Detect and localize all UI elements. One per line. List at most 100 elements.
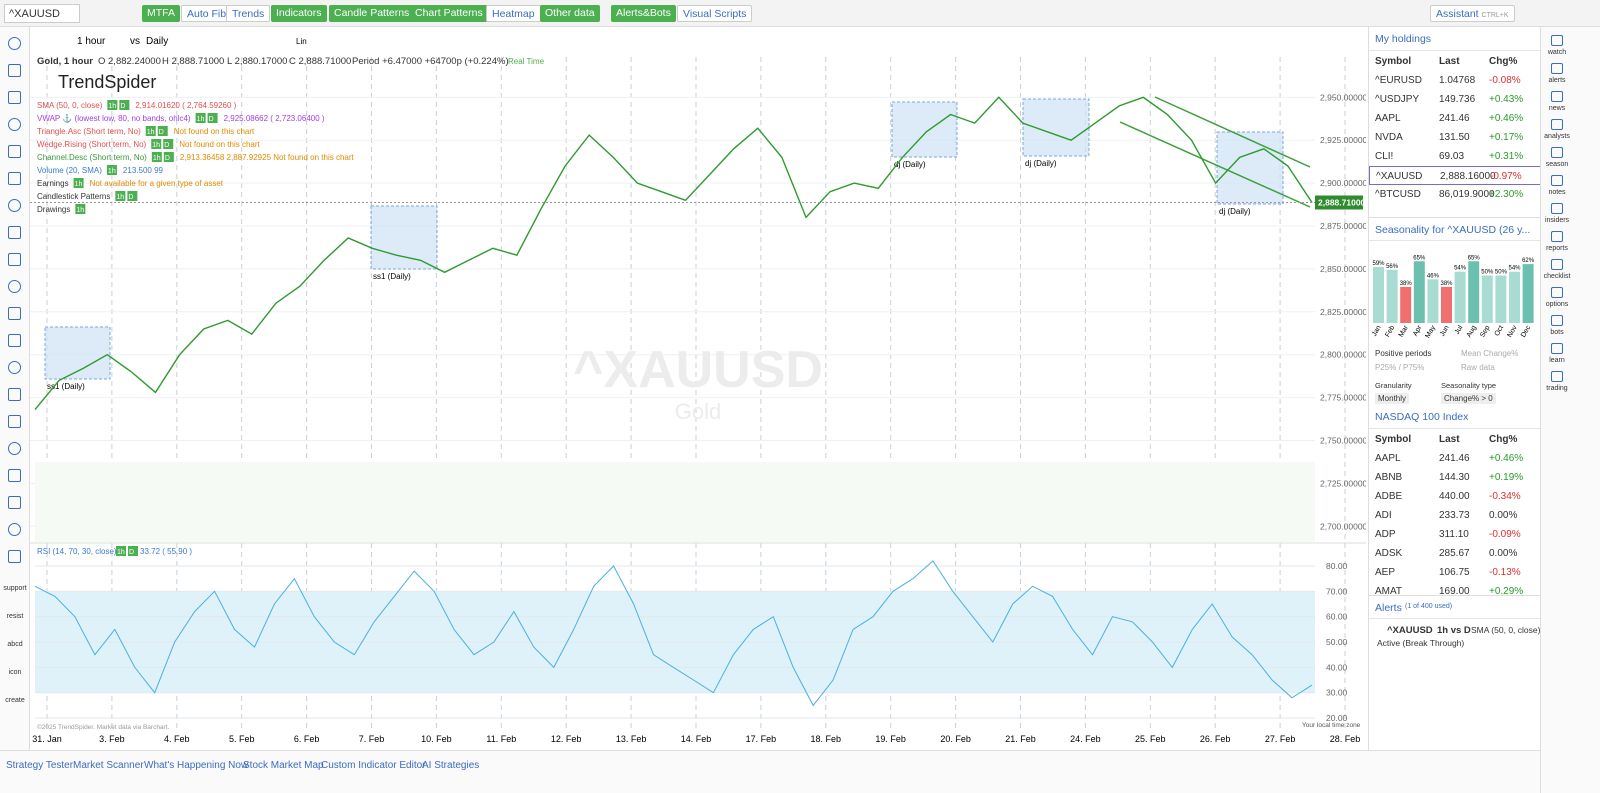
table-row[interactable]: ^BTCUSD 86,019.9000 +2.30% xyxy=(1369,185,1541,204)
table-row[interactable]: AMAT 169.00 +0.29% xyxy=(1369,582,1541,601)
tool-icon[interactable] xyxy=(8,199,21,212)
bottom-link[interactable]: Custom Indicator Editor xyxy=(321,760,426,771)
tool-icon[interactable] xyxy=(8,37,21,50)
tool-icon[interactable] xyxy=(8,226,21,239)
icon[interactable] xyxy=(1551,259,1563,270)
bottom-link[interactable]: What's Happening Now xyxy=(144,760,249,771)
tool-icon[interactable] xyxy=(8,442,21,455)
cell: +0.29% xyxy=(1489,586,1524,597)
tool-icon[interactable] xyxy=(8,280,21,293)
bottom-link[interactable]: Market Scanner xyxy=(73,760,144,771)
table-row[interactable]: ABNB 144.30 +0.19% xyxy=(1369,468,1541,487)
tool-label[interactable]: icon xyxy=(8,669,22,676)
table-row[interactable]: AEP 106.75 -0.13% xyxy=(1369,563,1541,582)
tool-label[interactable]: abcd xyxy=(7,641,23,648)
season-control[interactable]: Monthly xyxy=(1375,393,1410,404)
icon[interactable] xyxy=(1551,119,1563,130)
tag xyxy=(207,113,218,123)
tool-icon[interactable] xyxy=(8,172,21,185)
date-label: 3. Feb xyxy=(99,734,125,744)
season-month: Mar xyxy=(1398,324,1410,339)
season-control-label: Seasonality type xyxy=(1441,381,1497,390)
scale[interactable]: Lin xyxy=(296,37,307,46)
icon[interactable] xyxy=(1551,147,1563,158)
table-row[interactable]: NVDA 131.50 +0.17% xyxy=(1369,128,1541,147)
tool-icon[interactable] xyxy=(8,550,21,563)
tag xyxy=(163,152,174,162)
table-row[interactable]: ADI 233.73 0.00% xyxy=(1369,506,1541,525)
legend-text: Candlestick Patterns xyxy=(37,192,110,201)
tool-icon[interactable] xyxy=(8,523,21,536)
tool-icon[interactable] xyxy=(8,388,21,401)
table-row[interactable]: ADP 311.10 -0.09% xyxy=(1369,525,1541,544)
bottom-link[interactable]: Stock Market Map xyxy=(243,760,324,771)
icon[interactable] xyxy=(1551,63,1563,74)
copyright: ©2025 TrendSpider. Market data via Barch… xyxy=(37,723,170,731)
toolbar-button[interactable]: Trends xyxy=(226,5,271,22)
icon[interactable] xyxy=(1551,175,1563,186)
tool-label[interactable]: support xyxy=(3,585,27,592)
icon[interactable] xyxy=(1551,35,1563,46)
icon[interactable] xyxy=(1551,91,1563,102)
tool-label[interactable]: create xyxy=(5,697,25,704)
tag-text: 1h xyxy=(116,194,124,201)
toolbar-button[interactable]: Auto Fib xyxy=(181,5,233,22)
icon[interactable] xyxy=(1551,371,1563,382)
toolbar-button[interactable]: Other data xyxy=(540,5,600,22)
table-header: Symbol Last Chg% xyxy=(1369,430,1541,449)
tool-icon[interactable] xyxy=(8,361,21,374)
tag-text: 1h xyxy=(108,168,116,175)
icon[interactable] xyxy=(1551,203,1563,214)
cell: 311.10 xyxy=(1439,529,1469,540)
table-row[interactable]: ^XAUUSD 2,888.16000 -0.97% xyxy=(1369,166,1541,185)
tool-sidebar: support resist abcd icon create xyxy=(0,27,30,750)
volume-pane xyxy=(35,462,1315,542)
cell: ^BTCUSD xyxy=(1375,189,1421,200)
cell: +2.30% xyxy=(1489,189,1524,200)
tool-icon[interactable] xyxy=(8,469,21,482)
season-control[interactable]: Change% > 0 xyxy=(1441,393,1496,404)
tool-icon[interactable] xyxy=(8,145,21,158)
table-row[interactable]: AAPL 241.46 +0.46% xyxy=(1369,109,1541,128)
toolbar-button[interactable]: Heatmap xyxy=(486,5,541,22)
toolbar-button[interactable]: Candle Patterns xyxy=(329,5,415,22)
table-row[interactable]: CLI! 69.03 +0.31% xyxy=(1369,147,1541,166)
tool-icon[interactable] xyxy=(8,307,21,320)
legend-text: Volume (20, SMA) xyxy=(37,166,102,175)
tool-label[interactable]: resist xyxy=(6,613,24,620)
toolbar-button[interactable]: MTFA xyxy=(142,5,180,22)
icon[interactable] xyxy=(1551,343,1563,354)
symbol-input[interactable]: ^XAUUSD xyxy=(4,4,80,23)
season-value: 38% xyxy=(1440,281,1453,287)
toolbar-button[interactable]: Indicators xyxy=(271,5,327,22)
icon[interactable] xyxy=(1551,287,1563,298)
tool-icon[interactable] xyxy=(8,91,21,104)
toolbar-button[interactable]: Visual Scripts xyxy=(677,5,753,22)
cell: ^XAUUSD xyxy=(1376,171,1423,182)
table-row[interactable]: ^USDJPY 149.736 +0.43% xyxy=(1369,90,1541,109)
bottom-link[interactable]: Strategy Tester xyxy=(6,760,74,771)
tool-icon[interactable] xyxy=(8,64,21,77)
legend-extra: Not available for a given type of asset xyxy=(90,179,224,188)
price-tick-label: 2,775.00000 xyxy=(1320,393,1366,403)
tool-icon[interactable] xyxy=(8,253,21,266)
tag xyxy=(128,546,138,556)
date-label: 6. Feb xyxy=(294,734,320,744)
icon[interactable] xyxy=(1551,231,1563,242)
icon-label: analysts xyxy=(1544,133,1570,140)
toolbar-button[interactable]: Chart Patterns xyxy=(410,5,488,22)
alert-symbol: ^XAUUSD xyxy=(1387,625,1433,636)
assistant[interactable]: Assistant CTRL+K xyxy=(1430,5,1515,22)
table-row[interactable]: AAPL 241.46 +0.46% xyxy=(1369,449,1541,468)
panel-title: Alerts xyxy=(1369,595,1541,619)
icon[interactable] xyxy=(1551,315,1563,326)
tool-icon[interactable] xyxy=(8,415,21,428)
tool-icon[interactable] xyxy=(8,334,21,347)
tool-icon[interactable] xyxy=(8,496,21,509)
table-row[interactable]: ^EURUSD 1.04768 -0.08% xyxy=(1369,71,1541,90)
bottom-link[interactable]: AI Strategies xyxy=(422,760,480,771)
toolbar-button[interactable]: Alerts&Bots xyxy=(611,5,676,22)
table-row[interactable]: ADBE 440.00 -0.34% xyxy=(1369,487,1541,506)
table-row[interactable]: ADSK 285.67 0.00% xyxy=(1369,544,1541,563)
tool-icon[interactable] xyxy=(8,118,21,131)
